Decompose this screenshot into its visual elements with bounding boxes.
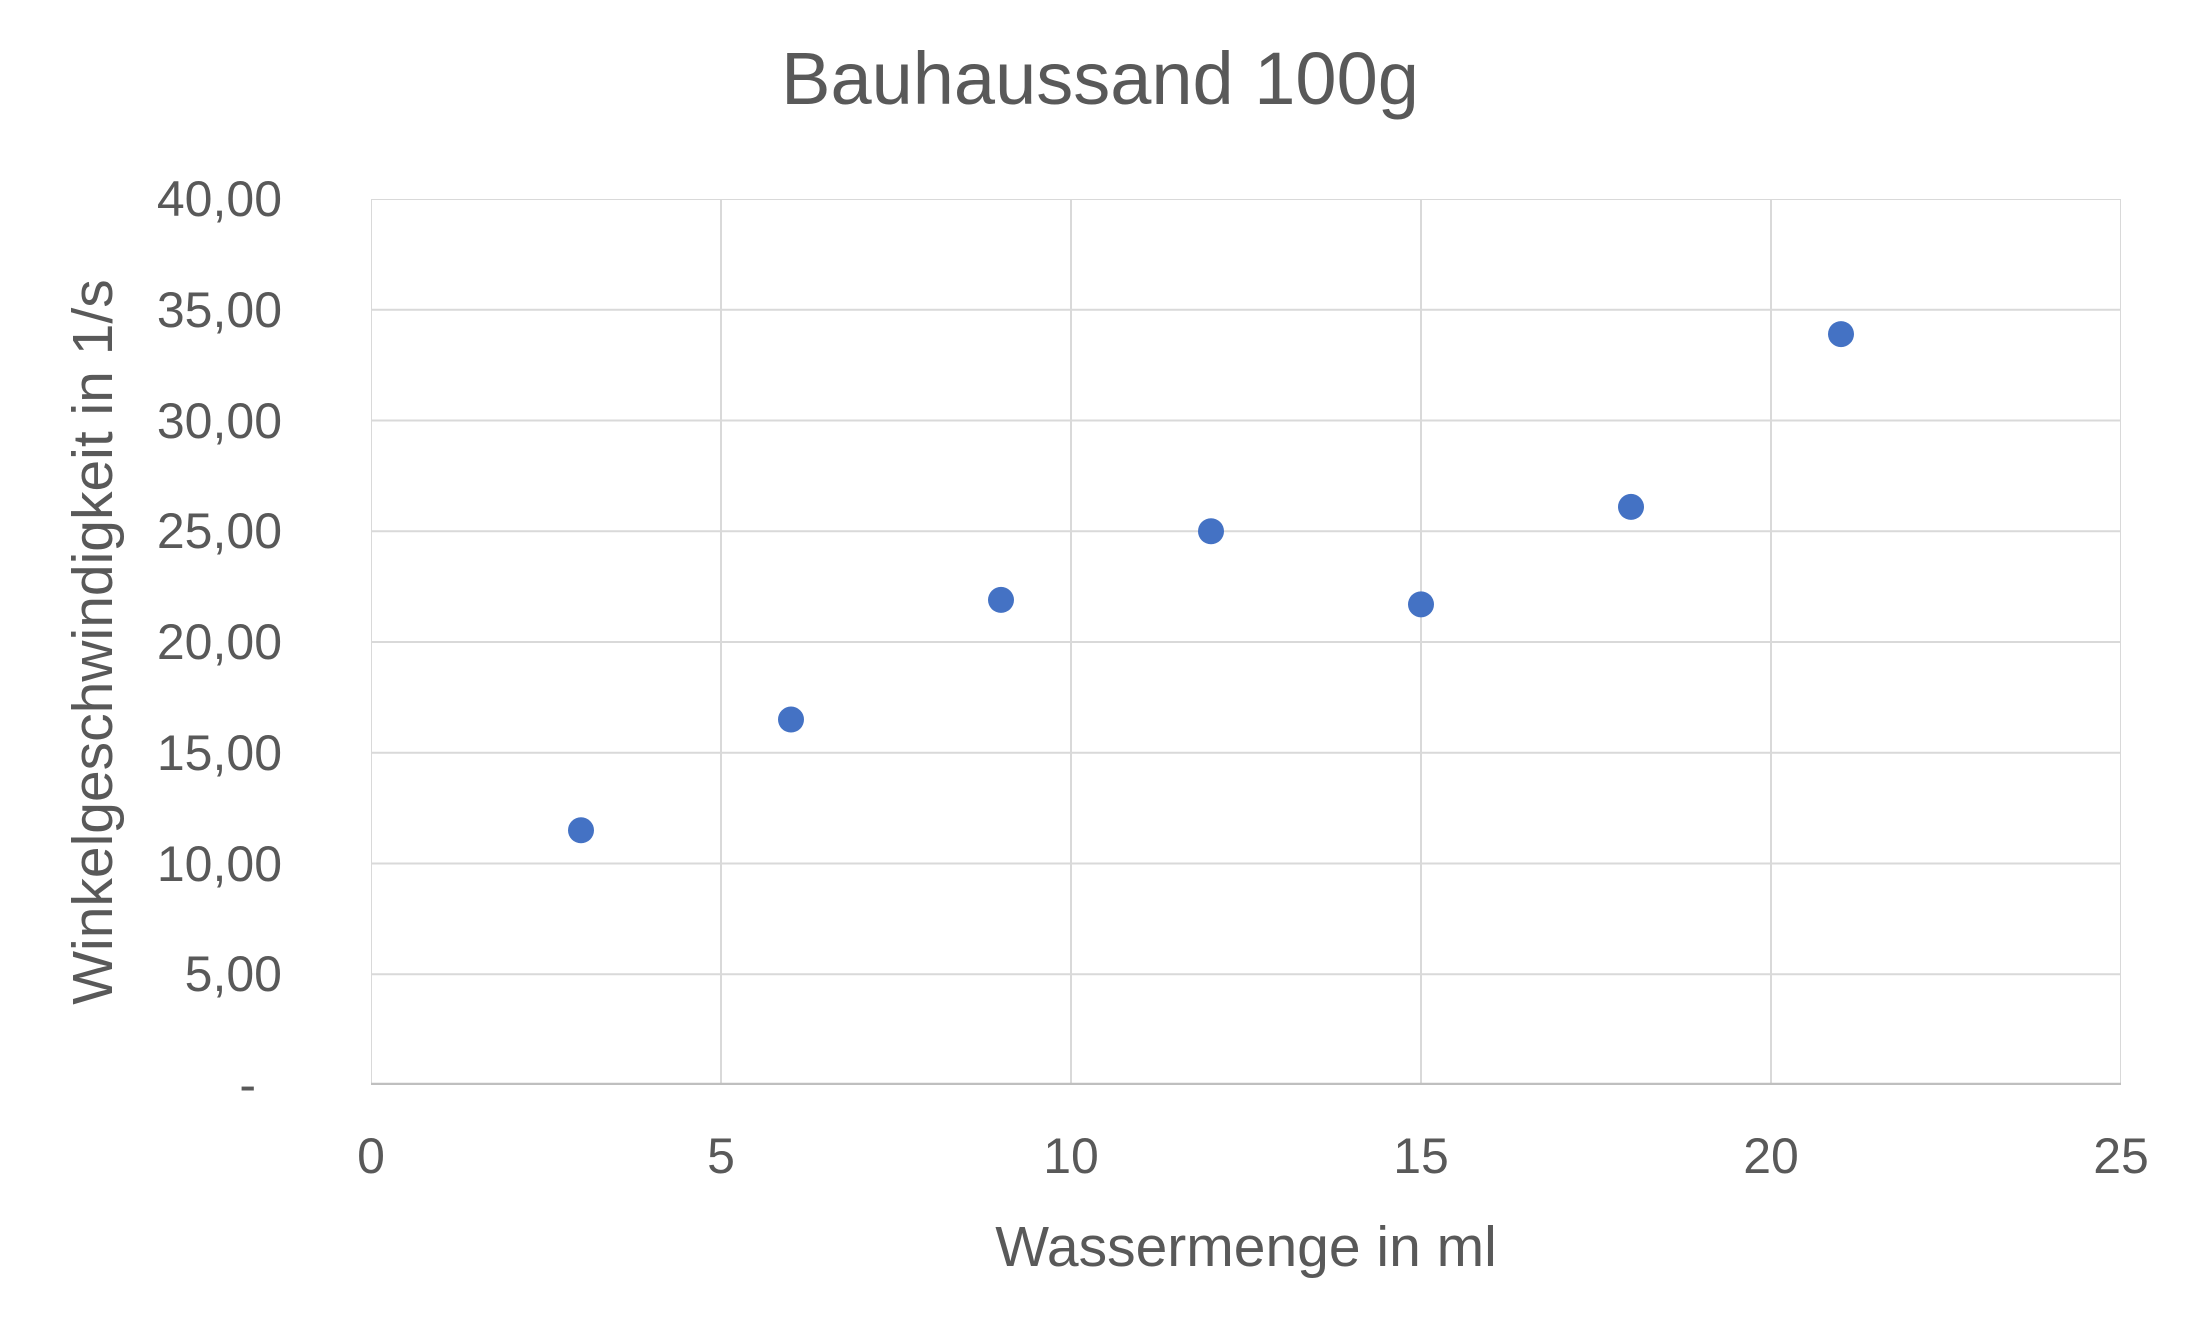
chart-title: Bauhaussand 100g bbox=[781, 37, 1419, 120]
x-tick-label: 5 bbox=[707, 1128, 735, 1184]
y-tick-label: - bbox=[239, 1057, 256, 1113]
data-point bbox=[1618, 493, 1644, 520]
data-point bbox=[1828, 321, 1854, 348]
data-point bbox=[988, 586, 1014, 613]
x-tick-label: 15 bbox=[1393, 1128, 1449, 1184]
y-tick-label: 40,00 bbox=[156, 171, 282, 227]
x-tick-label: 0 bbox=[357, 1128, 385, 1184]
x-axis-title: Wassermenge in ml bbox=[995, 1215, 1497, 1279]
x-tick-label: 10 bbox=[1043, 1128, 1099, 1184]
plot-area bbox=[371, 199, 2121, 1085]
x-tick-label: 20 bbox=[1743, 1128, 1799, 1184]
data-point bbox=[778, 706, 804, 733]
data-point bbox=[1198, 518, 1224, 545]
data-point bbox=[1408, 591, 1434, 618]
x-tick-label: 25 bbox=[2093, 1128, 2149, 1184]
y-axis-title: Winkelgeschwindigkeit in 1/s bbox=[61, 279, 125, 1005]
data-point bbox=[568, 817, 594, 844]
